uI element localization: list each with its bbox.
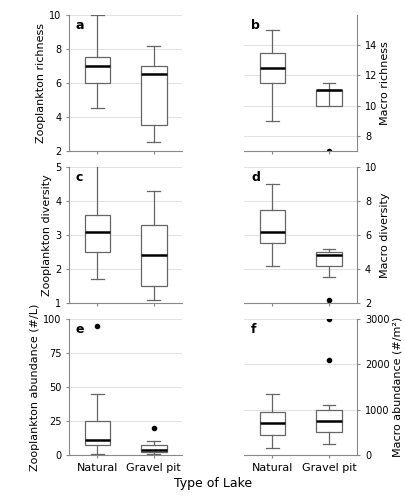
Y-axis label: Zooplankton diversity: Zooplankton diversity — [42, 174, 52, 296]
PathPatch shape — [259, 52, 285, 83]
PathPatch shape — [141, 66, 166, 126]
Text: d: d — [250, 171, 259, 184]
PathPatch shape — [315, 90, 341, 106]
PathPatch shape — [141, 225, 166, 286]
Text: c: c — [76, 171, 83, 184]
Text: a: a — [76, 19, 84, 32]
PathPatch shape — [84, 214, 110, 252]
Y-axis label: Zooplankton richness: Zooplankton richness — [36, 23, 46, 143]
Y-axis label: Macro richness: Macro richness — [379, 41, 389, 125]
PathPatch shape — [141, 446, 166, 452]
PathPatch shape — [84, 58, 110, 83]
PathPatch shape — [84, 421, 110, 446]
Y-axis label: Zooplankton abundance (#/L): Zooplankton abundance (#/L) — [30, 304, 40, 471]
Y-axis label: Macro abundance (#/m²): Macro abundance (#/m²) — [391, 317, 401, 457]
PathPatch shape — [315, 410, 341, 432]
Y-axis label: Macro diversity: Macro diversity — [379, 192, 389, 278]
PathPatch shape — [259, 412, 285, 434]
Text: b: b — [250, 19, 259, 32]
Text: Type of Lake: Type of Lake — [174, 478, 252, 490]
PathPatch shape — [315, 252, 341, 266]
PathPatch shape — [259, 210, 285, 244]
Text: e: e — [76, 324, 84, 336]
Text: f: f — [250, 324, 256, 336]
